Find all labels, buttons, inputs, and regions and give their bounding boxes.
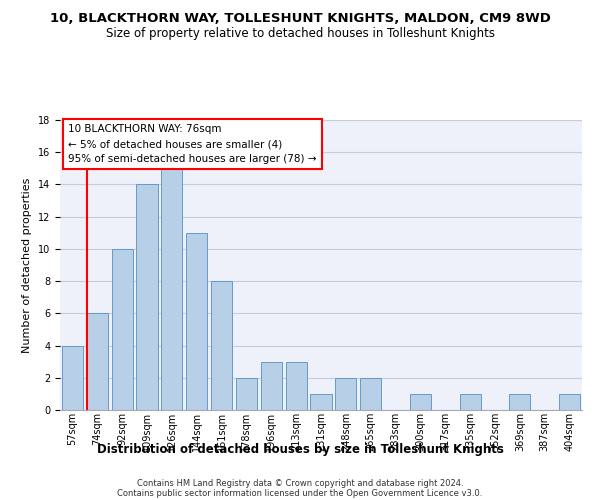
Bar [509, 394, 530, 410]
Y-axis label: Number of detached properties: Number of detached properties [22, 178, 32, 352]
Bar [211, 281, 232, 410]
Bar [236, 378, 257, 410]
Text: Contains HM Land Registry data © Crown copyright and database right 2024.: Contains HM Land Registry data © Crown c… [137, 479, 463, 488]
Bar [161, 168, 182, 410]
Bar [360, 378, 381, 410]
Text: Size of property relative to detached houses in Tolleshunt Knights: Size of property relative to detached ho… [106, 28, 494, 40]
Bar [136, 184, 158, 410]
Bar [261, 362, 282, 410]
Text: 10 BLACKTHORN WAY: 76sqm
← 5% of detached houses are smaller (4)
95% of semi-det: 10 BLACKTHORN WAY: 76sqm ← 5% of detache… [68, 124, 316, 164]
Bar [62, 346, 83, 410]
Text: 10, BLACKTHORN WAY, TOLLESHUNT KNIGHTS, MALDON, CM9 8WD: 10, BLACKTHORN WAY, TOLLESHUNT KNIGHTS, … [50, 12, 550, 26]
Bar [87, 314, 108, 410]
Bar [286, 362, 307, 410]
Bar [460, 394, 481, 410]
Bar [410, 394, 431, 410]
Bar [335, 378, 356, 410]
Text: Distribution of detached houses by size in Tolleshunt Knights: Distribution of detached houses by size … [97, 442, 503, 456]
Bar [559, 394, 580, 410]
Bar [310, 394, 332, 410]
Bar [112, 249, 133, 410]
Text: Contains public sector information licensed under the Open Government Licence v3: Contains public sector information licen… [118, 489, 482, 498]
Bar [186, 233, 207, 410]
